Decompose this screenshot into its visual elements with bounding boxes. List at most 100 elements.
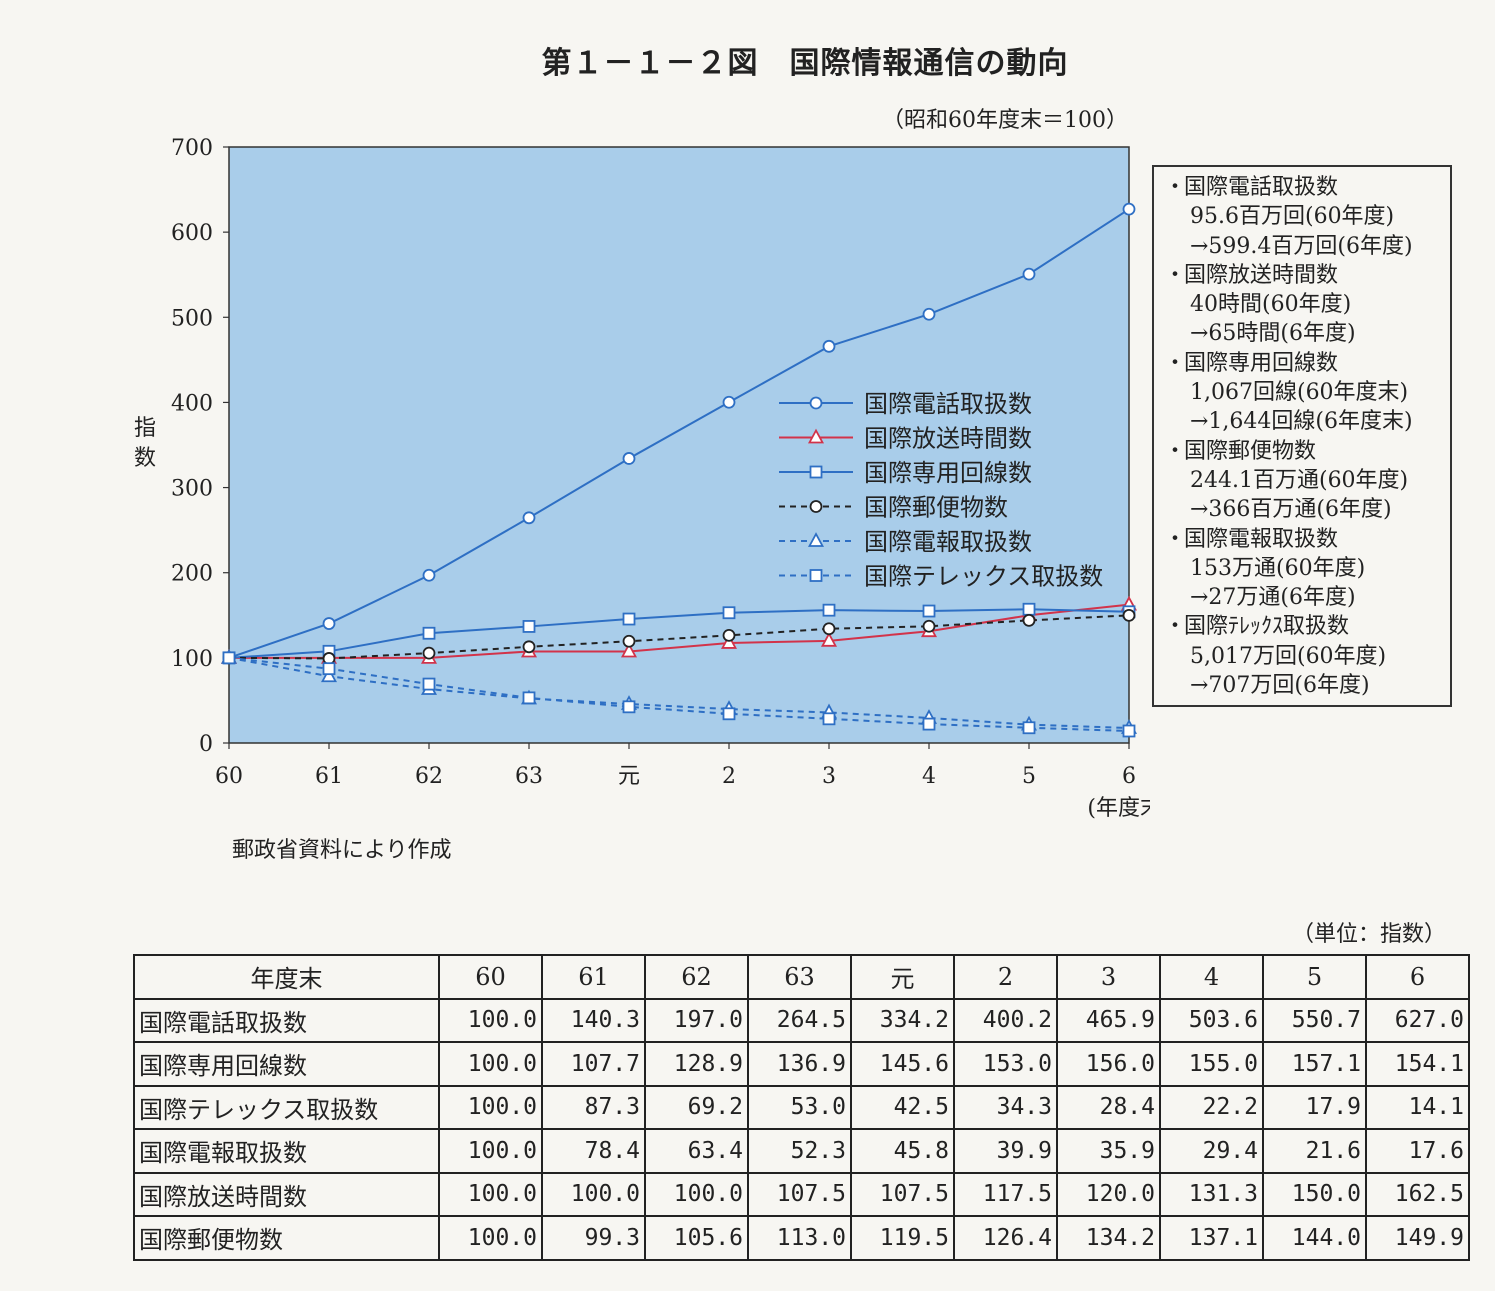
table-cell: 28.4: [1056, 1084, 1161, 1130]
y-tick-label: 0: [199, 732, 213, 757]
legend-marker: [809, 500, 823, 513]
note-line: →599.4百万回(6年度): [1190, 233, 1413, 259]
table-cell: 42.5: [850, 1084, 955, 1130]
data-point: [422, 677, 436, 691]
data-point: [622, 612, 636, 626]
legend-marker: [809, 569, 823, 582]
note-line: 153万通(60年度): [1190, 555, 1366, 581]
data-point: [1022, 613, 1036, 627]
table-cell: 53.0: [747, 1084, 852, 1130]
table-header-row: 年度末 60 61 62 63 元 2 3 4 5 6: [133, 954, 1470, 1000]
legend-label: 国際電話取扱数: [864, 390, 1032, 418]
table-row-label: 国際テレックス取扱数: [133, 1084, 440, 1130]
data-point: [322, 662, 336, 676]
data-point: [722, 628, 736, 642]
data-point: [822, 622, 836, 636]
table-column-header: 5: [1262, 954, 1367, 1000]
table-row: 国際専用回線数 100.0 107.7 128.9 136.9 145.6 153.0 156…: [133, 1041, 1470, 1087]
note-line: 5,017万回(60年度): [1190, 643, 1387, 669]
table-row-label: 国際電話取扱数: [133, 997, 440, 1043]
table-cell: 334.2: [850, 997, 955, 1043]
legend-marker: [809, 465, 823, 479]
table-cell: 157.1: [1262, 1041, 1367, 1087]
table-cell: 627.0: [1365, 997, 1470, 1043]
data-point: [922, 619, 936, 633]
table-cell: 52.3: [747, 1128, 852, 1174]
table-cell: 156.0: [1056, 1041, 1161, 1087]
data-point: [322, 617, 336, 630]
x-tick-label: 63: [515, 764, 543, 789]
series-line: [228, 656, 1130, 730]
data-point: [422, 568, 436, 582]
legend-label: 国際郵便物数: [864, 494, 1008, 522]
data-point: [1022, 721, 1036, 735]
note-heading: 国際電話取扱数: [1168, 173, 1450, 202]
series-line: [228, 656, 1130, 732]
note-line: 40時間(60年度): [1190, 292, 1352, 318]
note-line: →1,644回線(6年度末): [1190, 409, 1413, 435]
data-point: [320, 667, 338, 683]
x-tick-label: 5: [1022, 764, 1036, 789]
legend-marker: [807, 532, 825, 547]
source-note: 郵政省資料により作成: [232, 838, 452, 863]
data-point: [522, 691, 536, 705]
table-cell: 107.5: [850, 1171, 955, 1217]
table-cell: 78.4: [541, 1128, 646, 1174]
plot-area: [228, 146, 1130, 744]
data-point: [722, 606, 736, 620]
table-cell: 34.3: [953, 1084, 1058, 1130]
y-tick-label: 300: [171, 477, 213, 502]
data-point: [820, 631, 838, 647]
data-point: [1022, 267, 1036, 281]
x-tick-label: 60: [215, 764, 243, 789]
table-row-label: 国際放送時間数: [133, 1171, 440, 1217]
data-point: [222, 651, 236, 665]
data-point: [522, 620, 536, 633]
table-row: 国際電報取扱数 100.0 78.4 63.4 52.3 45.8 39.9 35.9 29.4…: [133, 1128, 1470, 1174]
note-line: →27万通(6年度): [1190, 585, 1356, 611]
table-cell: 113.0: [747, 1215, 852, 1261]
x-tick-label: 61: [315, 764, 343, 789]
table-cell: 117.5: [953, 1171, 1058, 1217]
table-cell: 465.9: [1056, 997, 1161, 1043]
table-cell: 162.5: [1365, 1171, 1470, 1217]
table-column-header: 6: [1365, 954, 1470, 1000]
data-point: [822, 712, 836, 726]
table-cell: 100.0: [438, 1041, 543, 1087]
note-line: →65時間(6年度): [1190, 321, 1356, 347]
table-row-label: 国際郵便物数: [133, 1215, 440, 1261]
table-cell: 107.5: [747, 1171, 852, 1217]
data-point: [922, 604, 936, 618]
table-cell: 100.0: [438, 1171, 543, 1217]
table-cell: 100.0: [438, 1215, 543, 1261]
table-cell: 39.9: [953, 1128, 1058, 1174]
table-column-header: 2: [953, 954, 1058, 1000]
table-cell: 105.6: [644, 1215, 749, 1261]
data-point: [622, 700, 636, 714]
table-cell: 140.3: [541, 997, 646, 1043]
data-point: [922, 307, 936, 321]
table-cell: 14.1: [1365, 1084, 1470, 1130]
note-line: →707万回(6年度): [1190, 673, 1370, 699]
x-tick-label: 2: [722, 764, 736, 789]
series-line: [228, 614, 1130, 660]
data-point: [1122, 608, 1136, 622]
table-column-header: 4: [1159, 954, 1264, 1000]
note-heading: 国際電報取扱数: [1168, 525, 1450, 554]
data-point: [422, 646, 436, 660]
legend-label: 国際テレックス取扱数: [864, 563, 1103, 591]
table-row: 国際電話取扱数 100.0 140.3 197.0 264.5 334.2 400.2 465…: [133, 997, 1470, 1043]
table-cell: 128.9: [644, 1041, 749, 1087]
data-point: [720, 634, 738, 649]
table-cell: 149.9: [1365, 1215, 1470, 1261]
table-cell: 119.5: [850, 1215, 955, 1261]
chart-title: 第１－１－２図 国際情報通信の動向: [541, 46, 1069, 81]
note-heading: 国際専用回線数: [1168, 349, 1450, 378]
series-line: [228, 208, 1130, 659]
x-tick-label: 6: [1122, 764, 1136, 789]
data-point: [522, 640, 536, 654]
table-cell: 153.0: [953, 1041, 1058, 1087]
y-axis-label: 指数: [133, 416, 156, 471]
table-cell: 22.2: [1159, 1084, 1264, 1130]
